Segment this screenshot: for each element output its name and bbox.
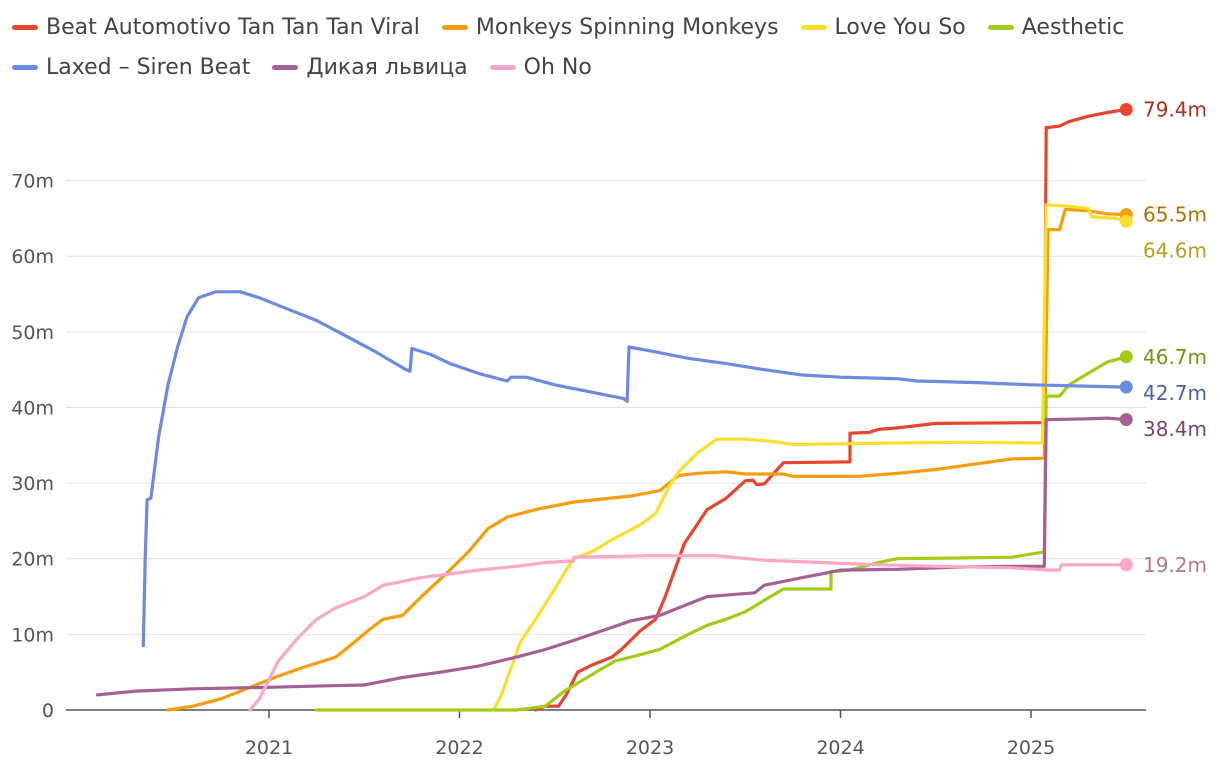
legend-swatch <box>987 24 1014 30</box>
y-tick-label: 30m <box>11 473 54 495</box>
x-tick-label: 2022 <box>435 737 483 759</box>
legend-label: Laxed – Siren Beat <box>46 54 251 80</box>
legend-swatch <box>12 24 38 30</box>
x-tick-label: 2025 <box>1007 737 1055 759</box>
series-end-label: 65.5m <box>1143 203 1207 227</box>
legend-label: Beat Automotivo Tan Tan Tan Viral <box>46 14 420 40</box>
legend-label: Дикая львица <box>306 54 468 80</box>
series-end-point[interactable] <box>1119 102 1133 116</box>
legend-item[interactable]: Aesthetic <box>987 12 1125 42</box>
series-end-point[interactable] <box>1119 413 1133 427</box>
series-end-point[interactable] <box>1119 558 1133 572</box>
legend-item[interactable]: Love You So <box>800 12 966 42</box>
series-end-label: 64.6m <box>1143 239 1207 263</box>
legend-item[interactable]: Laxed – Siren Beat <box>12 52 250 82</box>
series-lines <box>95 107 1128 712</box>
x-tick-label: 2021 <box>245 737 293 759</box>
y-tick-label: 40m <box>11 397 54 419</box>
legend-swatch <box>272 64 299 70</box>
end-markers: 79.4m 65.5m 64.6m 46.7m 42.7m 38.4m 19.2m <box>1119 97 1207 577</box>
series-end-label: 46.7m <box>1143 345 1207 369</box>
y-tick-label: 10m <box>11 624 54 646</box>
series-end-label: 38.4m <box>1143 417 1207 441</box>
legend-item[interactable]: Monkeys Spinning Monkeys <box>441 12 779 42</box>
legend-item[interactable]: Дикая львица <box>272 52 468 82</box>
legend-label: Love You So <box>834 14 966 40</box>
legend-swatch <box>489 64 516 70</box>
series-end-point[interactable] <box>1119 380 1133 394</box>
legend-item[interactable]: Beat Automotivo Tan Tan Tan Viral <box>12 12 420 42</box>
series-line[interactable] <box>141 290 1128 648</box>
legend-label: Aesthetic <box>1021 14 1125 40</box>
y-tick-label: 70m <box>11 171 54 193</box>
y-tick-label: 0 <box>42 700 54 722</box>
grid-lines <box>66 180 1146 635</box>
series-end-label: 79.4m <box>1143 97 1207 121</box>
series-end-label: 19.2m <box>1143 553 1207 577</box>
series-line[interactable] <box>492 203 1128 712</box>
legend-item[interactable]: Oh No <box>489 52 592 82</box>
series-line[interactable] <box>166 207 1128 712</box>
legend-label: Monkeys Spinning Monkeys <box>475 14 779 40</box>
legend-label: Oh No <box>523 54 592 80</box>
legend-swatch <box>12 64 38 70</box>
chart-legend: Beat Automotivo Tan Tan Tan Viral Monkeys… <box>12 12 1212 82</box>
series-end-point[interactable] <box>1119 214 1133 228</box>
axes: 0 10m 20m 30m 40m 50m 60m 70m 2021 2022 2023 2024 20… <box>11 171 1146 759</box>
y-tick-label: 60m <box>11 246 54 268</box>
series-line[interactable] <box>534 107 1128 712</box>
y-tick-label: 20m <box>11 549 54 571</box>
x-tick-label: 2023 <box>626 737 674 759</box>
y-tick-label: 50m <box>11 322 54 344</box>
series-line[interactable] <box>315 355 1128 712</box>
legend-swatch <box>800 24 827 30</box>
series-end-label: 42.7m <box>1143 381 1207 405</box>
legend-swatch <box>441 24 468 30</box>
series-end-point[interactable] <box>1119 350 1133 364</box>
x-tick-label: 2024 <box>816 737 864 759</box>
series-line[interactable] <box>248 554 1128 712</box>
